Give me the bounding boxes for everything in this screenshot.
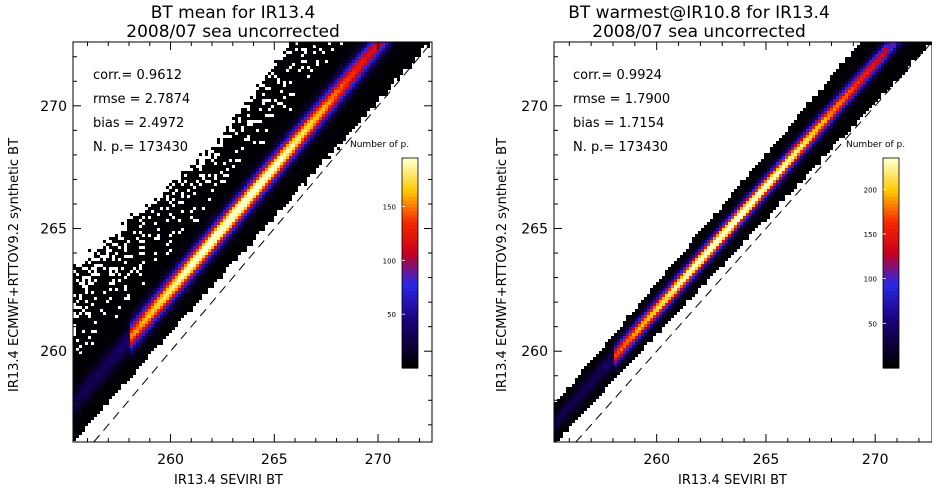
y-tick-label: 270 bbox=[521, 99, 548, 115]
colorbar-title: Number of p. bbox=[350, 140, 409, 150]
stat-rmse: rmse = 1.7900 bbox=[573, 92, 671, 107]
stat-npoints: N. p.= 173430 bbox=[93, 140, 189, 155]
colorbar-tick-label: 150 bbox=[864, 231, 877, 239]
y-tick-label: 265 bbox=[521, 222, 548, 238]
x-tick-label: 265 bbox=[753, 452, 780, 468]
colorbar-frame bbox=[401, 157, 419, 369]
colorbar-tick-label: 100 bbox=[383, 257, 396, 265]
colorbar-title: Number of p. bbox=[846, 140, 905, 150]
colorbar bbox=[882, 157, 900, 369]
scatter-density-plot: 260 265 270 260 265 270 Number of p. 50 100 150 bbox=[40, 41, 433, 468]
chart-subtitle: 2008/07 sea uncorrected bbox=[592, 22, 806, 42]
y-axis-label: IR13.4 ECMWF+RTTOV9.2 synthetic BT bbox=[495, 137, 510, 392]
x-axis-label: IR13.4 SEVIRI BT bbox=[174, 473, 283, 488]
x-axis-label: IR13.4 SEVIRI BT bbox=[678, 473, 787, 488]
colorbar-tick-label: 150 bbox=[383, 203, 396, 211]
stat-bias: bias = 1.7154 bbox=[573, 116, 665, 131]
colorbar-frame bbox=[882, 157, 900, 369]
stat-bias: bias = 2.4972 bbox=[93, 116, 185, 131]
chart-title: BT mean for IR13.4 bbox=[150, 3, 316, 23]
one-to-one-line bbox=[93, 42, 432, 442]
y-axis-label: IR13.4 ECMWF+RTTOV9.2 synthetic BT bbox=[7, 137, 22, 392]
plot-frame bbox=[72, 41, 433, 443]
density-field bbox=[73, 42, 432, 442]
chart-title: BT warmest@IR10.8 for IR13.4 bbox=[568, 3, 830, 23]
plot-frame bbox=[553, 41, 932, 443]
chart-subtitle: 2008/07 sea uncorrected bbox=[126, 22, 340, 42]
x-tick-label: 265 bbox=[261, 452, 288, 468]
stat-npoints: N. p.= 173430 bbox=[573, 140, 669, 155]
stat-rmse: rmse = 2.7874 bbox=[93, 92, 191, 107]
stat-corr: corr.= 0.9924 bbox=[573, 68, 663, 83]
y-tick-label: 270 bbox=[40, 99, 67, 115]
x-tick-label: 260 bbox=[643, 452, 670, 468]
colorbar-tick-label: 200 bbox=[864, 186, 877, 194]
density-field bbox=[554, 42, 932, 442]
colorbar-tick-label: 100 bbox=[864, 276, 877, 284]
colorbar-tick-label: 50 bbox=[868, 320, 877, 328]
colorbar bbox=[401, 157, 419, 369]
y-tick-label: 265 bbox=[40, 222, 67, 238]
chart-panel-right: BT warmest@IR10.8 for IR13.4 2008/07 sea… bbox=[466, 0, 932, 493]
x-tick-label: 270 bbox=[365, 452, 392, 468]
chart-panel-left: BT mean for IR13.4 2008/07 sea uncorrect… bbox=[0, 0, 466, 493]
scatter-density-plot: 260 265 270 260 265 270 Number of p. 50 100 150 20… bbox=[521, 41, 932, 468]
stat-corr: corr.= 0.9612 bbox=[93, 68, 183, 83]
y-tick-label: 260 bbox=[521, 344, 548, 360]
colorbar-tick-label: 50 bbox=[387, 311, 396, 319]
y-tick-label: 260 bbox=[40, 344, 67, 360]
x-tick-label: 260 bbox=[157, 452, 184, 468]
x-tick-label: 270 bbox=[862, 452, 889, 468]
